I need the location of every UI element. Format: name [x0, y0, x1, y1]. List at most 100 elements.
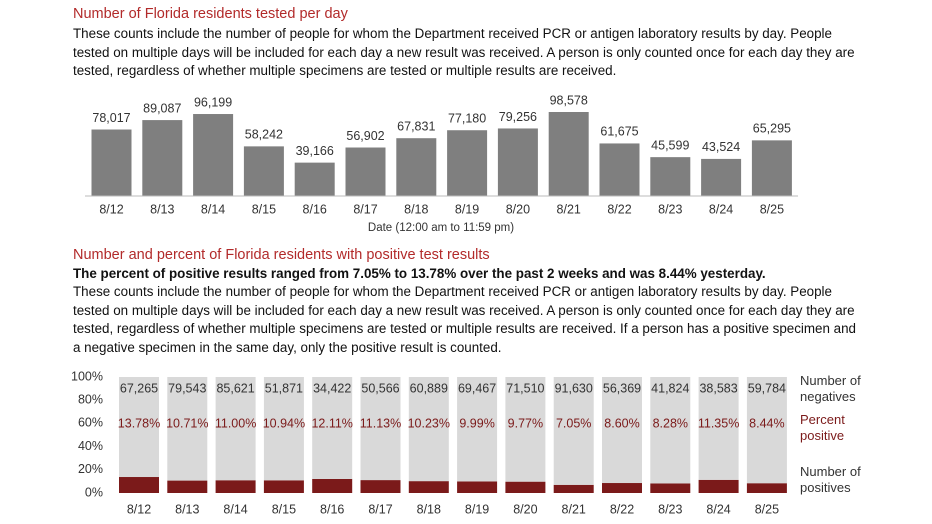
bar [548, 112, 589, 196]
x-tick-label: 8/19 [465, 502, 489, 516]
x-tick-label: 8/13 [150, 202, 174, 216]
data-label: 41,824 [651, 381, 689, 395]
data-label: 51,871 [265, 381, 303, 395]
x-tick-label: 8/13 [175, 502, 199, 516]
bar-segment [505, 481, 546, 493]
bar-segment [360, 480, 401, 493]
bar-segment [650, 377, 691, 484]
data-label: 71,510 [506, 381, 544, 395]
bar [701, 158, 742, 196]
x-tick-label: 8/24 [709, 202, 733, 216]
data-label: 34,422 [313, 381, 351, 395]
data-label: 56,902 [346, 129, 384, 143]
bar-segment [263, 480, 304, 493]
data-label: 43,524 [702, 140, 740, 154]
bar-segment [746, 483, 787, 493]
percent-label: 9.99% [459, 416, 494, 430]
percent-label: 8.60% [604, 416, 639, 430]
x-tick-label: 8/15 [252, 202, 276, 216]
data-label: 91,630 [555, 381, 593, 395]
percent-label: 8.44% [749, 416, 784, 430]
bar-segment [505, 377, 546, 482]
bar [751, 140, 792, 196]
x-tick-label: 8/16 [303, 202, 327, 216]
x-tick-label: 8/18 [404, 202, 428, 216]
data-label: 56,369 [603, 381, 641, 395]
bar [294, 162, 335, 196]
bar-segment [457, 377, 498, 482]
legend-entry: Number of negatives [800, 373, 861, 404]
bar [243, 146, 284, 196]
x-tick-label: 8/19 [455, 202, 479, 216]
data-label: 79,256 [499, 110, 537, 124]
data-label: 38,583 [699, 381, 737, 395]
description: These counts include the number of peopl… [73, 284, 857, 355]
bar-segment [746, 377, 787, 484]
description: These counts include the number of peopl… [73, 26, 855, 78]
x-tick-label: 8/24 [706, 502, 730, 516]
data-label: 96,199 [194, 95, 232, 109]
data-label: 50,566 [361, 381, 399, 395]
bar [396, 138, 437, 196]
bar-segment [312, 377, 353, 479]
x-tick-label: 8/15 [272, 502, 296, 516]
data-label: 85,621 [216, 381, 254, 395]
bar-segment [408, 481, 449, 493]
percent-label: 10.71% [166, 416, 208, 430]
x-tick-label: 8/16 [320, 502, 344, 516]
data-label: 67,831 [397, 119, 435, 133]
bar [599, 143, 640, 196]
x-tick-label: 8/17 [368, 502, 392, 516]
percent-label: 12.11% [311, 416, 352, 430]
bar-segment [312, 478, 353, 493]
x-tick-label: 8/23 [658, 202, 682, 216]
bar [142, 120, 183, 196]
bar-segment [602, 483, 642, 493]
legend-entry: Percent positive [800, 412, 845, 443]
bar-segment [167, 377, 208, 481]
bar [497, 128, 538, 196]
bar-segment [119, 377, 159, 478]
x-tick-label: 8/20 [513, 502, 537, 516]
x-tick-label: 8/22 [610, 502, 634, 516]
data-label: 98,578 [550, 93, 588, 107]
data-label: 89,087 [143, 101, 181, 115]
percent-label: 11.00% [215, 416, 256, 430]
bar [650, 157, 691, 196]
bar-segment [215, 480, 256, 493]
bar-segment [602, 377, 642, 484]
x-tick-label: 8/17 [353, 202, 377, 216]
x-tick-label: 8/12 [99, 202, 123, 216]
data-label: 39,166 [296, 144, 334, 158]
percent-label: 9.77% [508, 416, 543, 430]
y-tick-label: 100% [71, 369, 103, 383]
data-label: 78,017 [92, 111, 130, 125]
x-tick-label: 8/23 [658, 502, 682, 516]
bar-segment [698, 377, 739, 480]
bar [345, 147, 386, 196]
data-label: 77,180 [448, 112, 486, 126]
bar-segment [263, 377, 304, 481]
bar-segment [119, 477, 159, 493]
data-label: 58,242 [245, 128, 283, 142]
y-tick-label: 0% [85, 485, 103, 499]
data-label: 69,467 [458, 381, 496, 395]
x-axis-label: Date (12:00 am to 11:59 pm) [368, 222, 514, 234]
bar-segment [553, 484, 594, 493]
percent-label: 7.05% [556, 416, 591, 430]
data-label: 65,295 [753, 122, 791, 136]
x-tick-label: 8/21 [562, 502, 586, 516]
y-tick-label: 20% [78, 462, 103, 476]
bar-segment [698, 479, 739, 493]
bar [91, 129, 132, 196]
percent-label: 10.23% [408, 416, 450, 430]
y-tick-label: 60% [78, 416, 103, 430]
data-label: 67,265 [120, 381, 158, 395]
data-label: 60,889 [410, 381, 448, 395]
y-tick-label: 40% [78, 439, 103, 453]
subtitle: The percent of positive results ranged f… [73, 266, 766, 281]
x-tick-label: 8/25 [755, 502, 779, 516]
bar-segment [457, 481, 498, 493]
